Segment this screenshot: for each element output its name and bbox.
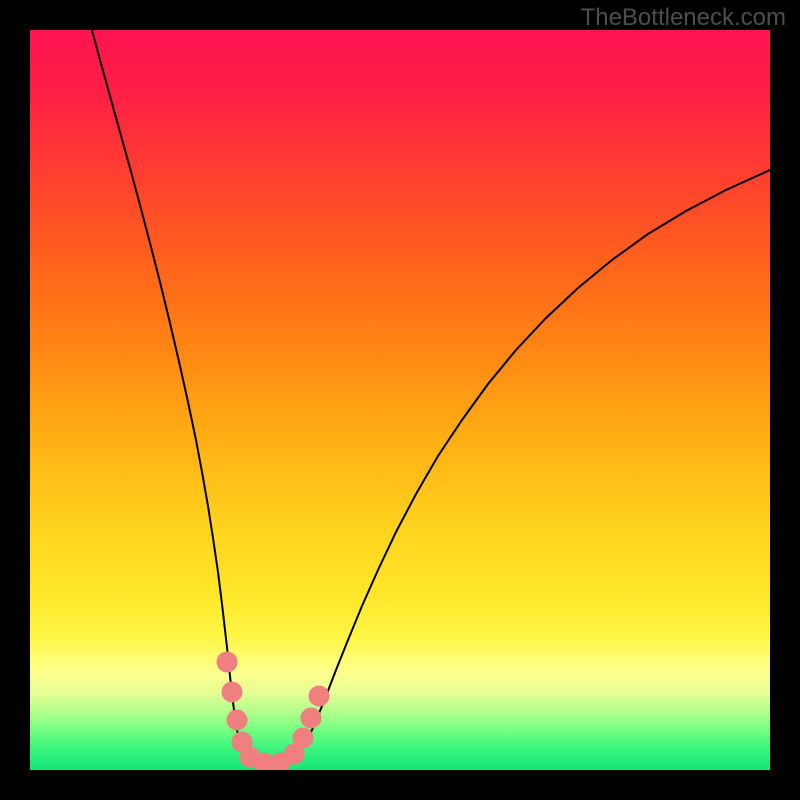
marker-point bbox=[217, 652, 237, 672]
marker-point bbox=[222, 682, 242, 702]
plot-area bbox=[30, 30, 770, 770]
marker-point bbox=[293, 728, 313, 748]
chart-svg bbox=[30, 30, 770, 770]
marker-point bbox=[227, 710, 247, 730]
marker-point bbox=[309, 686, 329, 706]
marker-point bbox=[301, 708, 321, 728]
curve-left bbox=[92, 30, 272, 768]
watermark-text: TheBottleneck.com bbox=[581, 4, 786, 32]
marker-group bbox=[217, 652, 329, 770]
curve-right bbox=[272, 170, 770, 768]
